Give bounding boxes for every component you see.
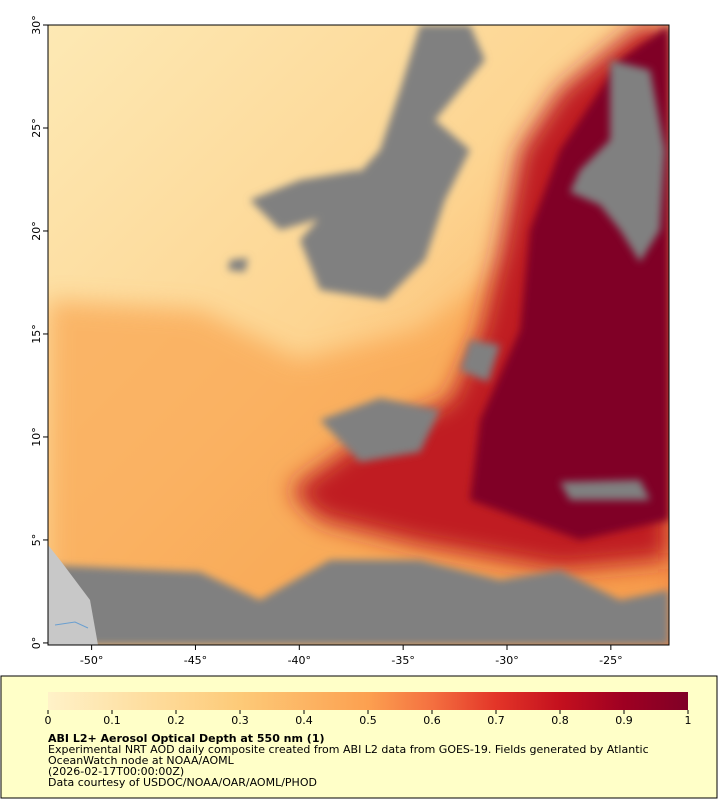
axes: -50° -45° -40° -35° -30° -25° 0° 5° 10° 15° 20° 25°… — [30, 15, 623, 667]
legend-title: ABI L2+ Aerosol Optical Depth at 550 nm … — [48, 732, 325, 745]
y-tick-label: 15° — [30, 324, 43, 344]
colorbar-axis: 0 0.1 0.2 0.3 0.4 0.5 0.6 0.7 0.8 0.9 1 — [45, 710, 692, 727]
colorbar-tick-label: 0 — [45, 714, 52, 727]
y-tick-label: 10° — [30, 427, 43, 447]
colorbar-tick-label: 0.4 — [295, 714, 313, 727]
legend-line: Data courtesy of USDOC/NOAA/OAR/AOML/PHO… — [48, 776, 317, 789]
y-tick-label: 20° — [30, 221, 43, 241]
legend-lines: Experimental NRT AOD daily composite cre… — [48, 743, 649, 789]
legend-line: OceanWatch node at NOAA/AOML — [48, 754, 235, 767]
map-image — [48, 25, 669, 645]
colorbar-tick-label: 0.5 — [359, 714, 377, 727]
colorbar-tick-label: 0.1 — [103, 714, 121, 727]
map-frame — [47, 24, 670, 646]
y-tick-label: 0° — [30, 637, 43, 650]
y-tick-label: 5° — [30, 534, 43, 547]
colorbar-tick-label: 0.7 — [487, 714, 505, 727]
colorbar-tick-label: 0.3 — [231, 714, 249, 727]
x-tick-label: -50° — [80, 654, 103, 667]
colorbar-tick-label: 1 — [685, 714, 692, 727]
x-tick-label: -40° — [288, 654, 311, 667]
x-tick-label: -35° — [391, 654, 414, 667]
colorbar — [48, 692, 688, 710]
colorbar-tick-label: 0.9 — [615, 714, 633, 727]
x-tick-label: -45° — [184, 654, 207, 667]
y-tick-label: 30° — [30, 15, 43, 35]
colorbar-tick-label: 0.8 — [551, 714, 569, 727]
legend-line: Experimental NRT AOD daily composite cre… — [48, 743, 649, 756]
x-tick-label: -30° — [495, 654, 518, 667]
x-tick-label: -25° — [599, 654, 622, 667]
y-tick-label: 25° — [30, 118, 43, 138]
colorbar-tick-label: 0.6 — [423, 714, 441, 727]
colorbar-tick-label: 0.2 — [167, 714, 185, 727]
legend-line: (2026-02-17T00:00:00Z) — [48, 765, 184, 778]
